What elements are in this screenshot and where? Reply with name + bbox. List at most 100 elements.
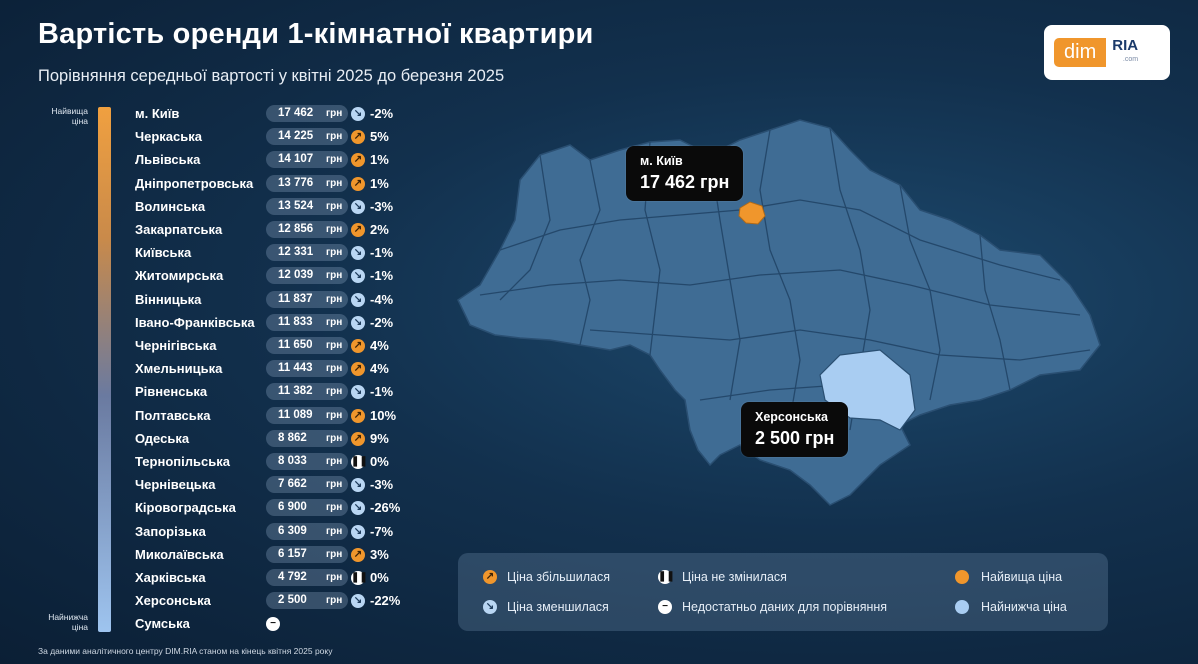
currency-label: грн (326, 386, 343, 398)
price-value: 14 107 (278, 153, 314, 166)
legend-same: ❚❚ Ціна не змінилася (658, 569, 787, 584)
change-value: -1% (370, 384, 394, 400)
region-name: Херсонська (135, 593, 211, 609)
arrow-up-right-icon: ↗ (351, 153, 365, 168)
change-value: -1% (370, 268, 394, 284)
currency-label: грн (326, 270, 343, 282)
price-value: 7 662 (278, 478, 307, 491)
arrow-down-right-icon: ↘ (351, 524, 365, 539)
table-row: Харківська 4 792 грн ❚❚ 0% (0, 567, 420, 589)
currency-label: грн (326, 131, 343, 143)
arrow-up-right-icon: ↗ (351, 339, 365, 353)
arrow-down-right-icon: ↘ (351, 478, 365, 493)
price-pill: 4 792 грн (266, 569, 348, 586)
price-pill: 11 837 грн (266, 290, 348, 308)
table-row: Івано-Франківська 11 833 грн ↘ -2% (0, 312, 420, 334)
price-value: 14 225 (278, 130, 314, 143)
price-value: 12 039 (278, 269, 314, 282)
change-value: 5% (370, 129, 389, 145)
arrow-down-right-icon: ↘ (351, 269, 365, 284)
dimria-logo[interactable]: dim RIA .com (1044, 25, 1170, 80)
price-value: 12 856 (278, 223, 314, 235)
table-row: Сумська − (0, 613, 420, 635)
change-value: -22% (370, 593, 401, 609)
table-row: Кіровоградська 6 900 грн ↘ -26% (0, 497, 420, 519)
region-name: Рівненська (135, 384, 208, 400)
table-row: Хмельницька 11 443 грн ↗ 4% (0, 358, 420, 380)
currency-label: грн (326, 409, 343, 421)
currency-label: грн (326, 316, 343, 328)
price-value: 6 309 (278, 524, 307, 537)
region-name: Черкаська (135, 129, 202, 145)
price-pill: 13 524 грн (266, 197, 348, 215)
price-pill: 7 662 грн (266, 476, 348, 494)
currency-label: грн (326, 177, 343, 189)
price-pill: 12 856 грн (266, 221, 348, 238)
callout-kherson: Херсонська 2 500 грн (741, 402, 849, 457)
arrow-up-right-icon: ↗ (351, 130, 365, 145)
price-value: 11 833 (278, 315, 313, 328)
table-row: Черкаська 14 225 грн ↗ 5% (0, 126, 420, 148)
ukraine-map (457, 119, 1101, 506)
table-row: Миколаївська 6 157 грн ↗ 3% (0, 544, 420, 566)
pause-icon: ❚❚ (658, 569, 675, 584)
price-pill: 12 331 грн (266, 244, 348, 262)
region-name: Вінницька (135, 291, 202, 307)
region-name: Полтавська (135, 407, 211, 423)
price-pill: 11 650 грн (266, 337, 348, 354)
legend-decrease: ↘ Ціна зменшилася (483, 599, 609, 615)
region-name: Миколаївська (135, 546, 224, 562)
region-name: Житомирська (135, 268, 224, 284)
table-row: Житомирська 12 039 грн ↘ -1% (0, 265, 420, 287)
arrow-down-right-icon: ↘ (351, 199, 365, 214)
currency-label: грн (326, 200, 343, 212)
arrow-up-right-icon: ↗ (351, 431, 365, 446)
minus-icon: − (658, 599, 672, 614)
price-value: 11 443 (278, 362, 313, 375)
price-pill: 6 309 грн (266, 522, 348, 540)
arrow-down-right-icon: ↘ (351, 107, 365, 121)
logo-ria: RIA .com (1112, 36, 1139, 63)
price-value: 11 837 (278, 292, 313, 305)
currency-label: грн (326, 502, 343, 514)
legend-highest: Найвища ціна (955, 569, 1062, 585)
price-value: 13 524 (278, 199, 314, 212)
region-name: Хмельницька (135, 361, 223, 377)
change-value: 0% (370, 454, 389, 469)
price-pill: 2 500 грн (266, 592, 348, 610)
price-value: 6 157 (278, 547, 307, 560)
region-name: Чернігівська (135, 338, 217, 353)
price-value: 2 500 (278, 594, 307, 607)
price-value: 11 089 (278, 408, 313, 421)
arrow-up-right-icon: ↗ (351, 547, 365, 562)
highest-dot-icon (955, 569, 969, 584)
price-pill: 13 776 грн (266, 174, 348, 192)
price-value: 12 331 (278, 246, 314, 259)
price-value: 8 033 (278, 455, 307, 467)
region-name: Київська (135, 245, 192, 261)
change-value: 3% (370, 546, 389, 562)
table-row: Чернігівська 11 650 грн ↗ 4% (0, 335, 420, 357)
table-row: Львівська 14 107 грн ↗ 1% (0, 149, 420, 171)
price-pill: 6 157 грн (266, 545, 348, 563)
change-value: 0% (370, 570, 389, 585)
change-value: 4% (370, 338, 389, 353)
change-value: -4% (370, 291, 394, 307)
price-value: 11 650 (278, 339, 313, 351)
region-name: Львівська (135, 152, 201, 168)
currency-label: грн (326, 363, 343, 375)
arrow-up-right-icon: ↗ (351, 362, 365, 377)
region-name: Запорізька (135, 523, 206, 539)
arrow-up-right-icon: ↗ (351, 176, 365, 191)
table-row: Вінницька 11 837 грн ↘ -4% (0, 289, 420, 311)
price-value: 4 792 (278, 571, 307, 583)
currency-label: грн (326, 108, 343, 119)
table-row: Полтавська 11 089 грн ↗ 10% (0, 405, 420, 427)
legend-lowest: Найнижча ціна (955, 599, 1067, 615)
change-value: -2% (370, 106, 394, 121)
currency-label: грн (326, 479, 343, 491)
price-value: 8 862 (278, 431, 307, 444)
price-pill: 17 462 грн (266, 105, 348, 122)
table-row: Волинська 13 524 грн ↘ -3% (0, 196, 420, 218)
price-pill: 11 833 грн (266, 313, 348, 331)
